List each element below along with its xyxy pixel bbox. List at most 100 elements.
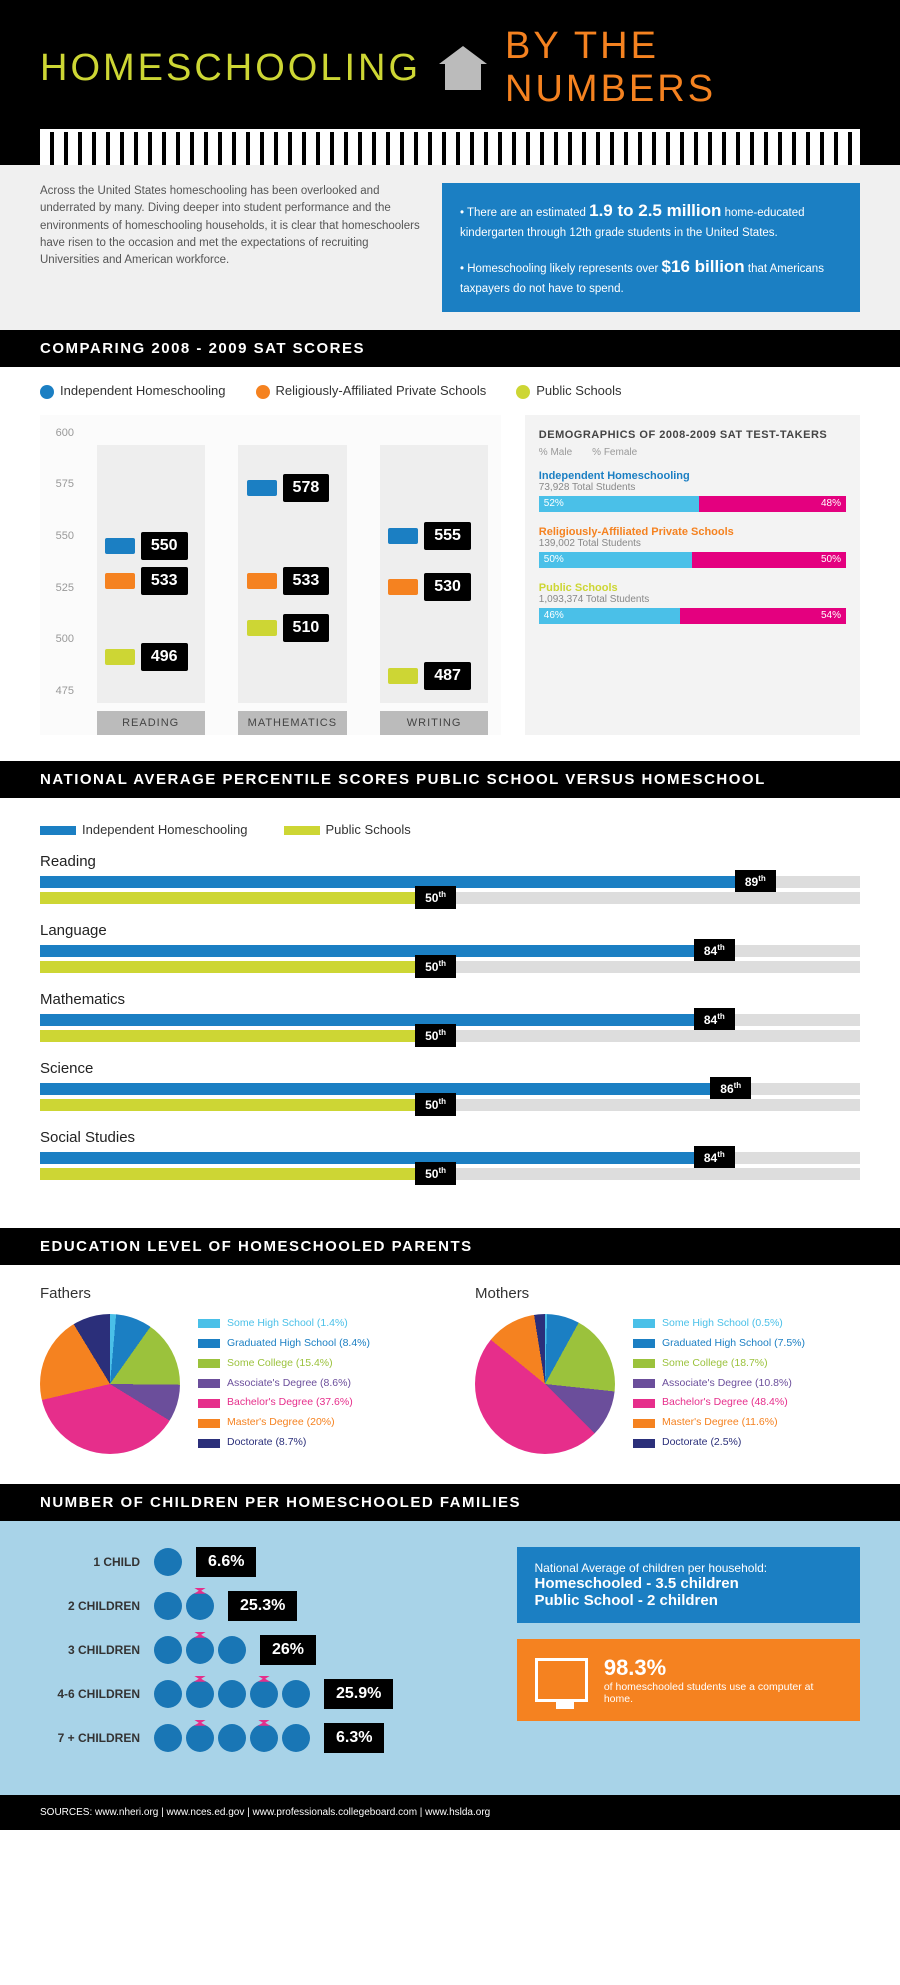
percentile-row: Science 86th 50th [40, 1060, 860, 1111]
demo-group: Religiously-Affiliated Private Schools 1… [539, 526, 846, 568]
avg-title: National Average of children per househo… [535, 1561, 842, 1575]
stat-pre: • There are an estimated [460, 207, 586, 219]
intro-stats: • There are an estimated 1.9 to 2.5 mill… [442, 183, 860, 312]
sat-y-axis: 475500525550575600 [40, 415, 78, 735]
pct-value-tag: 84th [694, 1008, 735, 1031]
demo-female-label: % Female [592, 447, 637, 458]
pct-header: NATIONAL AVERAGE PERCENTILE SCORES PUBLI… [0, 761, 900, 798]
average-box: National Average of children per househo… [517, 1547, 860, 1623]
monitor-icon [535, 1658, 588, 1702]
pie-legend-item: Bachelor's Degree (48.4%) [633, 1393, 805, 1413]
education-section: Fathers Some High School (1.4%) Graduated… [0, 1265, 900, 1484]
child-icon [218, 1724, 246, 1752]
pie-legend-item: Associate's Degree (10.8%) [633, 1374, 805, 1394]
demo-group: Independent Homeschooling 73,928 Total S… [539, 470, 846, 512]
child-icon [218, 1636, 246, 1664]
child-icon [154, 1592, 182, 1620]
children-row: 1 CHILD 6.6% [40, 1547, 487, 1577]
sat-datapoint: 496 [105, 643, 188, 671]
children-callouts: National Average of children per househo… [517, 1547, 860, 1767]
demo-group-total: 139,002 Total Students [539, 538, 846, 549]
pct-subject-label: Mathematics [40, 991, 860, 1008]
computer-text: of homeschooled students use a computer … [604, 1681, 842, 1705]
percentile-row: Reading 89th 50th [40, 853, 860, 904]
child-icon [154, 1636, 182, 1664]
pct-subject-label: Reading [40, 853, 860, 870]
sat-chart: 475500525550575600 READING 550 533 496 MATHEM… [40, 415, 501, 735]
demo-bar: 46% 54% [539, 608, 846, 624]
intro-text: Across the United States homeschooling h… [40, 183, 422, 312]
legend-item: Independent Homeschooling [40, 383, 226, 399]
percentile-row: Mathematics 84th 50th [40, 991, 860, 1042]
children-row-pct: 6.3% [324, 1723, 384, 1753]
demo-sub: % Male % Female [539, 447, 846, 458]
children-header: NUMBER OF CHILDREN PER HOMESCHOOLED FAMI… [0, 1484, 900, 1521]
stat-pre: • Homeschooling likely represents over [460, 263, 658, 275]
pct-value-tag: 84th [694, 1146, 735, 1169]
edu-fathers: Fathers Some High School (1.4%)Graduated… [40, 1285, 425, 1454]
pct-value-tag: 50th [415, 1093, 456, 1116]
footer-sources: SOURCES: www.nheri.org | www.nces.ed.gov… [0, 1795, 900, 1830]
demo-group-name: Independent Homeschooling [539, 470, 846, 482]
pie-legend-item: Some High School (0.5%) [633, 1314, 805, 1334]
legend-item: Public Schools [284, 822, 411, 837]
demo-group: Public Schools 1,093,374 Total Students … [539, 582, 846, 624]
house-icon [439, 46, 487, 90]
sat-datapoint: 533 [105, 567, 188, 595]
demo-group-total: 1,093,374 Total Students [539, 594, 846, 605]
percentile-section: Independent HomeschoolingPublic Schools … [0, 798, 900, 1228]
sat-datapoint: 578 [247, 474, 330, 502]
children-row-label: 1 CHILD [40, 1555, 140, 1569]
sat-datapoint: 533 [247, 567, 330, 595]
intro-section: Across the United States homeschooling h… [0, 165, 900, 330]
children-row: 7 + CHILDREN 6.3% [40, 1723, 487, 1753]
sat-category-label: WRITING [380, 711, 488, 735]
title-row: HOMESCHOOLING BY THE NUMBERS [40, 25, 860, 111]
child-icon [154, 1680, 182, 1708]
child-icon [186, 1636, 214, 1664]
child-icon [218, 1680, 246, 1708]
children-row: 4-6 CHILDREN 25.9% [40, 1679, 487, 1709]
sat-datapoint: 510 [247, 614, 330, 642]
demo-group-name: Religiously-Affiliated Private Schools [539, 526, 846, 538]
pct-subject-label: Science [40, 1060, 860, 1077]
demographics-panel: DEMOGRAPHICS OF 2008-2009 SAT TEST-TAKER… [525, 415, 860, 735]
child-icon [154, 1548, 182, 1576]
sat-plot: READING 550 533 496 MATHEMATICS 578 533 510 WRIT… [84, 415, 501, 735]
children-row-pct: 25.3% [228, 1591, 297, 1621]
children-row-pct: 25.9% [324, 1679, 393, 1709]
pct-value-tag: 89th [735, 870, 776, 893]
child-icon [282, 1680, 310, 1708]
pct-value-tag: 50th [415, 886, 456, 909]
pie-legend-item: Graduated High School (7.5%) [633, 1334, 805, 1354]
child-icon [154, 1724, 182, 1752]
stat-big: $16 billion [662, 257, 745, 276]
child-icon [282, 1724, 310, 1752]
children-row: 2 CHILDREN 25.3% [40, 1591, 487, 1621]
edu-header: EDUCATION LEVEL OF HOMESCHOOLED PARENTS [0, 1228, 900, 1265]
pie-legend-item: Some College (15.4%) [198, 1354, 370, 1374]
pct-value-tag: 50th [415, 955, 456, 978]
pie-legend-item: Some High School (1.4%) [198, 1314, 370, 1334]
sat-datapoint: 550 [105, 532, 188, 560]
page-header: HOMESCHOOLING BY THE NUMBERS [0, 0, 900, 165]
demo-group-total: 73,928 Total Students [539, 482, 846, 493]
children-row-label: 3 CHILDREN [40, 1643, 140, 1657]
pct-subject-label: Language [40, 922, 860, 939]
child-icon [186, 1724, 214, 1752]
pct-value-tag: 50th [415, 1162, 456, 1185]
sat-category-label: MATHEMATICS [238, 711, 346, 735]
sat-category-label: READING [97, 711, 205, 735]
children-section: 1 CHILD 6.6% 2 CHILDREN 25.3% 3 CHILDREN… [0, 1521, 900, 1795]
edu-parent-label: Fathers [40, 1285, 425, 1302]
pct-value-tag: 84th [694, 939, 735, 962]
percentile-row: Language 84th 50th [40, 922, 860, 973]
avg-line: Homeschooled - 3.5 children [535, 1575, 842, 1592]
pie-chart [475, 1314, 615, 1454]
child-icon [250, 1724, 278, 1752]
children-rows: 1 CHILD 6.6% 2 CHILDREN 25.3% 3 CHILDREN… [40, 1547, 487, 1767]
children-row-label: 2 CHILDREN [40, 1599, 140, 1613]
demo-male-label: % Male [539, 447, 572, 458]
children-row-label: 4-6 CHILDREN [40, 1687, 140, 1701]
stat-big: 1.9 to 2.5 million [589, 201, 721, 220]
